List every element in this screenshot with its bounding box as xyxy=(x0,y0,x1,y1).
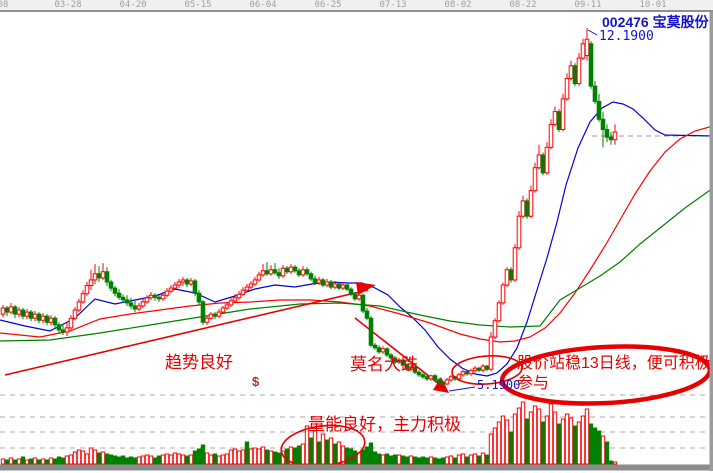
date-tick: 06-25 xyxy=(314,0,342,10)
date-tick: 10-01 xyxy=(639,0,667,10)
dollar-marker: $ xyxy=(252,374,260,389)
date-axis: 08 03-28 04-20 05-15 06-04 06-25 07-13 08-02 08-… xyxy=(0,0,713,12)
date-tick: 06-04 xyxy=(249,0,277,10)
date-tick: 08-22 xyxy=(509,0,537,10)
peak-price-label: 12.1900 xyxy=(599,29,654,44)
date-tick: 05-15 xyxy=(184,0,212,10)
date-tick: 09-11 xyxy=(574,0,602,10)
annotation-buy-note: 股价站稳13日线，便可积极参与 xyxy=(517,355,711,392)
date-tick: 03-28 xyxy=(54,0,82,10)
date-tick: 07-13 xyxy=(379,0,407,10)
annotation-volume-note: 量能良好，主力积极 xyxy=(308,415,461,434)
date-tick: 08-02 xyxy=(444,0,472,10)
date-tick: 04-20 xyxy=(119,0,147,10)
annotation-sudden-drop: 莫名大跌 xyxy=(350,355,418,374)
low-price-label: 5.1900 xyxy=(477,378,521,392)
date-tick: 08 xyxy=(0,0,9,10)
stock-title: 002476 宝莫股份 xyxy=(602,14,709,30)
annotation-trend-good: 趋势良好 xyxy=(165,353,233,372)
